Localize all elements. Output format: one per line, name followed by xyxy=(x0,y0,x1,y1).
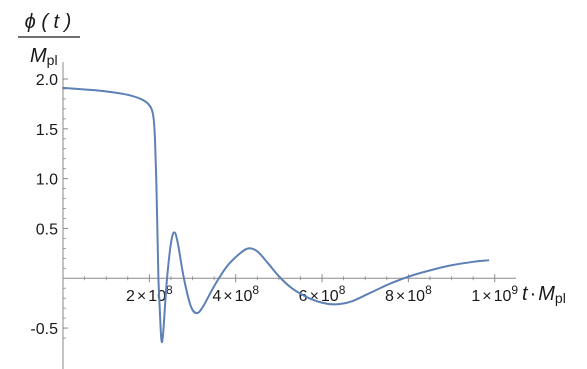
series-layer xyxy=(62,86,490,344)
series-line xyxy=(62,86,490,344)
x-axis-label: t · Mpl xyxy=(522,283,566,306)
y-tick-label: -0.5 xyxy=(30,321,58,338)
y-tick-label: 1.0 xyxy=(36,172,58,189)
x-tick-label: 8 × 108 xyxy=(385,283,432,305)
y-axis-label: ϕ ( t ) Mpl xyxy=(18,11,80,68)
y-tick-label: 1.5 xyxy=(36,122,58,139)
x-tick-label: 6 × 108 xyxy=(299,283,346,305)
y-label-numerator: ϕ ( t ) xyxy=(25,11,72,33)
y-label-denominator: Mpl xyxy=(30,45,58,68)
y-tick-label: 0.5 xyxy=(36,221,58,238)
x-tick-label: 2 × 108 xyxy=(126,283,173,305)
y-tick-label: 2.0 xyxy=(36,72,58,89)
x-tick-label: 1 × 109 xyxy=(471,283,518,305)
axes: 2 × 108 4 × 108 6 × 108 8 × 108 1 × 109 2.0 1.5 1.0 0.5 -0.… xyxy=(30,62,518,369)
x-tick-label: 4 × 108 xyxy=(212,283,259,305)
